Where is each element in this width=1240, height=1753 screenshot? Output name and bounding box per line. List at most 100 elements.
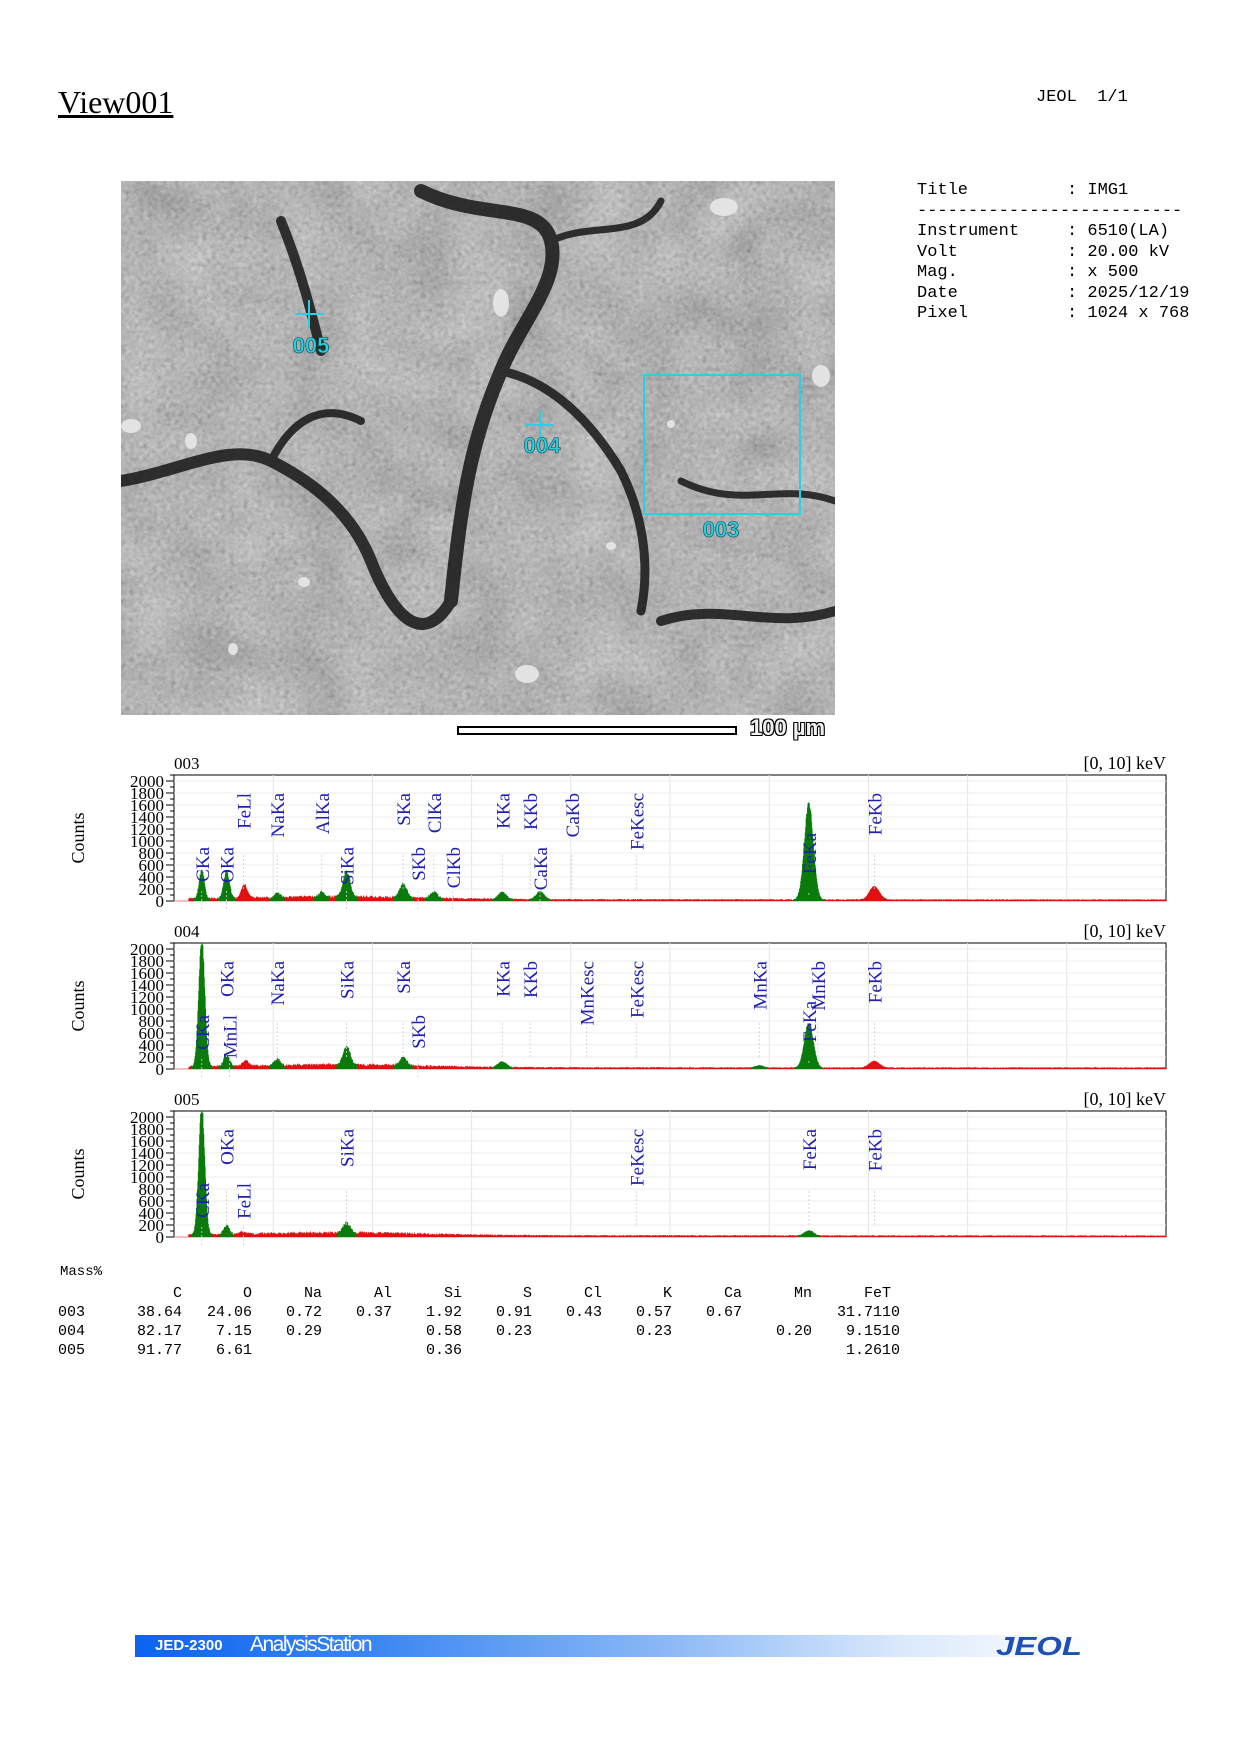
mass-cell (742, 1303, 812, 1322)
mass-row: 003 38.64 24.06 0.72 0.37 1.92 0.91 0.43 0.57 0.6… (58, 1303, 916, 1322)
mass-cell: 0.23 (495, 1323, 532, 1340)
y-tick-label: 1400 (130, 1144, 164, 1163)
y-tick-label: 200 (139, 1216, 165, 1235)
mass-cell: 24.06 (206, 1304, 252, 1321)
peak-label: FeKa (800, 832, 821, 874)
peak-label: SKb (409, 1015, 430, 1049)
mass-cell: 0.23 (635, 1323, 672, 1340)
mass-column-header: Cl (583, 1285, 602, 1302)
mass-row: 004 82.17 7.15 0.29 0.58 0.23 0.23 0.20 9.15 10 (58, 1322, 916, 1341)
y-tick-label: 1800 (130, 1120, 164, 1139)
footer-product-name: JED-2300 (155, 1637, 223, 1654)
spectrum-title: 005 (174, 1090, 200, 1109)
peak-label: KKa (493, 792, 514, 828)
maker-name: JEOL (1036, 88, 1077, 107)
jeol-logo-text: JEOL (996, 1634, 1082, 1658)
meta-value: : 2025/12/19 (1067, 283, 1190, 303)
y-tick-label: 400 (139, 1036, 165, 1055)
view-title: View001 (58, 84, 174, 120)
mass-cell: 0.72 (285, 1304, 322, 1321)
meta-value: : 6510(LA) (1067, 222, 1170, 241)
meta-row-date: Date: 2025/12/19 (917, 284, 1189, 305)
peak-label: KKa (493, 960, 514, 996)
mass-table-title: Mass% (60, 1264, 103, 1280)
marker-label-003: 003 (703, 517, 740, 542)
mass-column-header: Ca (723, 1285, 742, 1302)
mass-cell: 91.77 (136, 1342, 182, 1359)
mass-column-header: T (882, 1285, 892, 1302)
y-tick-label: 0 (156, 1060, 165, 1079)
mass-cell: 10 (882, 1342, 901, 1359)
mass-column-header: Si (443, 1285, 462, 1302)
mass-cell: 0.57 (635, 1304, 672, 1321)
meta-row-pixel: Pixel: 1024 x 768 (917, 304, 1189, 325)
mass-cell (252, 1341, 322, 1360)
page-number: 1/1 (1097, 88, 1128, 107)
mass-cell: 0.37 (355, 1304, 392, 1321)
acquisition-metadata: Title : IMG1 -------------------------- I… (917, 181, 1189, 325)
mass-cell: 31.71 (836, 1304, 882, 1321)
mass-row-id: 003 (58, 1304, 86, 1321)
y-tick-label: 1000 (130, 1000, 164, 1019)
y-tick-label: 1600 (130, 1132, 164, 1151)
mass-column-header: C (172, 1285, 182, 1302)
mass-column-header: K (662, 1285, 672, 1302)
mass-column-header: O (242, 1285, 252, 1302)
y-tick-label: 1800 (130, 784, 164, 803)
y-tick-label: 600 (139, 856, 165, 875)
y-tick-label: 600 (139, 1192, 165, 1211)
y-tick-label: 2000 (130, 1108, 164, 1127)
peak-label: MnKa (750, 960, 771, 1009)
analysis-markers (295, 300, 801, 515)
meta-label: Pixel (917, 304, 969, 323)
y-tick-label: 800 (139, 1180, 165, 1199)
mass-cell (532, 1341, 602, 1360)
y-tick-label: 1200 (130, 820, 164, 839)
mass-cell (322, 1341, 392, 1360)
y-tick-label: 0 (156, 892, 165, 911)
peak-label: SiKa (338, 960, 359, 999)
peak-label: CKa (193, 846, 214, 881)
meta-value: : IMG1 (1067, 181, 1129, 200)
y-tick-label: 0 (156, 1228, 165, 1247)
mass-cell: 7.15 (215, 1323, 252, 1340)
energy-range-label: [0, 10] keV (1084, 921, 1166, 941)
meta-value: : 20.00 kV (1067, 242, 1170, 262)
spectrum-title: 003 (174, 755, 200, 773)
peak-label: ClKa (425, 792, 446, 833)
mass-header-corner (58, 1284, 112, 1303)
peak-label: OKa (218, 960, 239, 996)
mass-cell (462, 1341, 532, 1360)
identified-peaks (191, 943, 824, 1069)
y-tick-label: 1200 (130, 988, 164, 1007)
y-tick-label: 800 (139, 1012, 165, 1031)
marker-label-004: 004 (524, 433, 561, 458)
y-tick-label: 1400 (130, 976, 164, 995)
mass-column-header: Al (373, 1285, 392, 1302)
y-axis-label: Counts (68, 980, 88, 1031)
peak-label: CKa (193, 1182, 214, 1217)
page-header-info: JEOL 1/1 (1036, 88, 1128, 107)
y-tick-label: 1600 (130, 964, 164, 983)
meta-label: Title (917, 181, 969, 200)
footer-banner (135, 1635, 1095, 1657)
peak-label: FeKb (865, 961, 886, 1003)
y-tick-label: 1600 (130, 796, 164, 815)
sem-micrograph: 005 004 003 (121, 181, 835, 715)
mass-column-header: Na (303, 1285, 322, 1302)
meta-label: Instrument (917, 222, 1020, 241)
mass-row: 005 91.77 6.61 0.36 1.26 10 (58, 1341, 916, 1360)
peak-label: SiKa (338, 846, 359, 885)
y-tick-label: 400 (139, 868, 165, 887)
meta-separator: -------------------------- (917, 201, 1183, 221)
meta-label: Volt (917, 242, 958, 262)
peak-label: MnKesc (578, 961, 599, 1025)
peak-label: FeKa (800, 1128, 821, 1170)
mass-cell: 0.29 (285, 1323, 322, 1340)
mass-cell: 0.67 (705, 1304, 742, 1321)
energy-range-label: [0, 10] keV (1084, 1089, 1166, 1109)
mass-column-header: Fe (863, 1285, 882, 1302)
mass-cell: 9.15 (845, 1323, 882, 1340)
meta-row-volt: Volt : 20.00 kV (917, 243, 1189, 264)
